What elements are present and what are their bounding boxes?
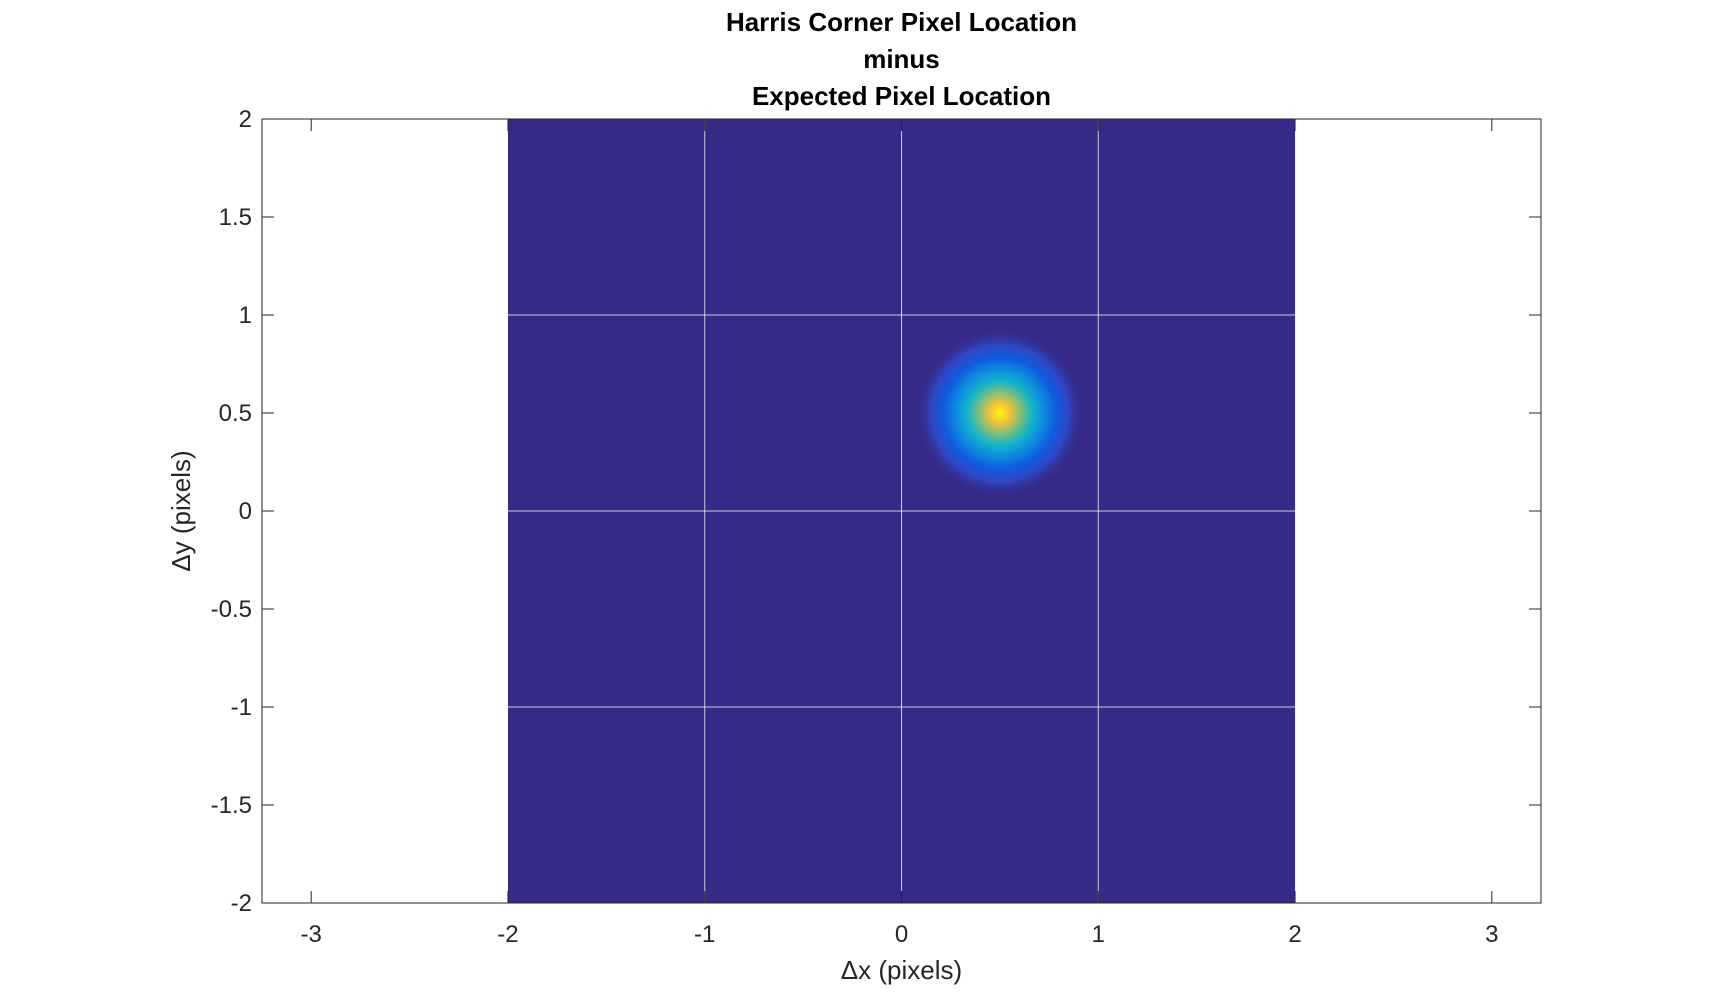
y-axis-label: Δy (pixels) — [166, 450, 196, 571]
x-tick-label: -2 — [497, 921, 518, 948]
title-line-3: Expected Pixel Location — [752, 81, 1051, 111]
y-tick-label: -2 — [231, 890, 252, 917]
title-line-1: Harris Corner Pixel Location — [726, 7, 1077, 37]
x-tick-label: 1 — [1092, 921, 1105, 948]
x-tick-label: -3 — [301, 921, 322, 948]
heatmap-peak — [914, 328, 1085, 498]
y-tick-label: -0.5 — [211, 596, 252, 623]
x-tick-label: 2 — [1288, 921, 1301, 948]
y-axis-ticks: -2 -1.5 -1 -0.5 0 0.5 1 1.5 2 — [211, 106, 1541, 917]
x-tick-label: -1 — [694, 921, 715, 948]
plot-area: -3 -2 -1 0 1 2 3 -2 -1.5 -1 -0.5 0 0.5 1 1.5 2 — [211, 106, 1542, 948]
title-line-2: minus — [863, 44, 940, 74]
y-tick-label: 2 — [239, 106, 252, 133]
x-tick-label: 3 — [1485, 921, 1498, 948]
x-axis-label: Δx (pixels) — [841, 955, 962, 985]
chart-title: Harris Corner Pixel Location minus Expec… — [726, 7, 1077, 111]
y-tick-label: 0 — [239, 498, 252, 525]
x-tick-label: 0 — [895, 921, 908, 948]
y-tick-label: -1.5 — [211, 792, 252, 819]
y-tick-label: 1 — [239, 302, 252, 329]
y-tick-label: 1.5 — [219, 204, 252, 231]
x-axis-ticks: -3 -2 -1 0 1 2 3 — [301, 119, 1498, 948]
y-tick-label: 0.5 — [219, 400, 252, 427]
grid-lines — [507, 119, 1296, 903]
y-tick-label: -1 — [231, 694, 252, 721]
